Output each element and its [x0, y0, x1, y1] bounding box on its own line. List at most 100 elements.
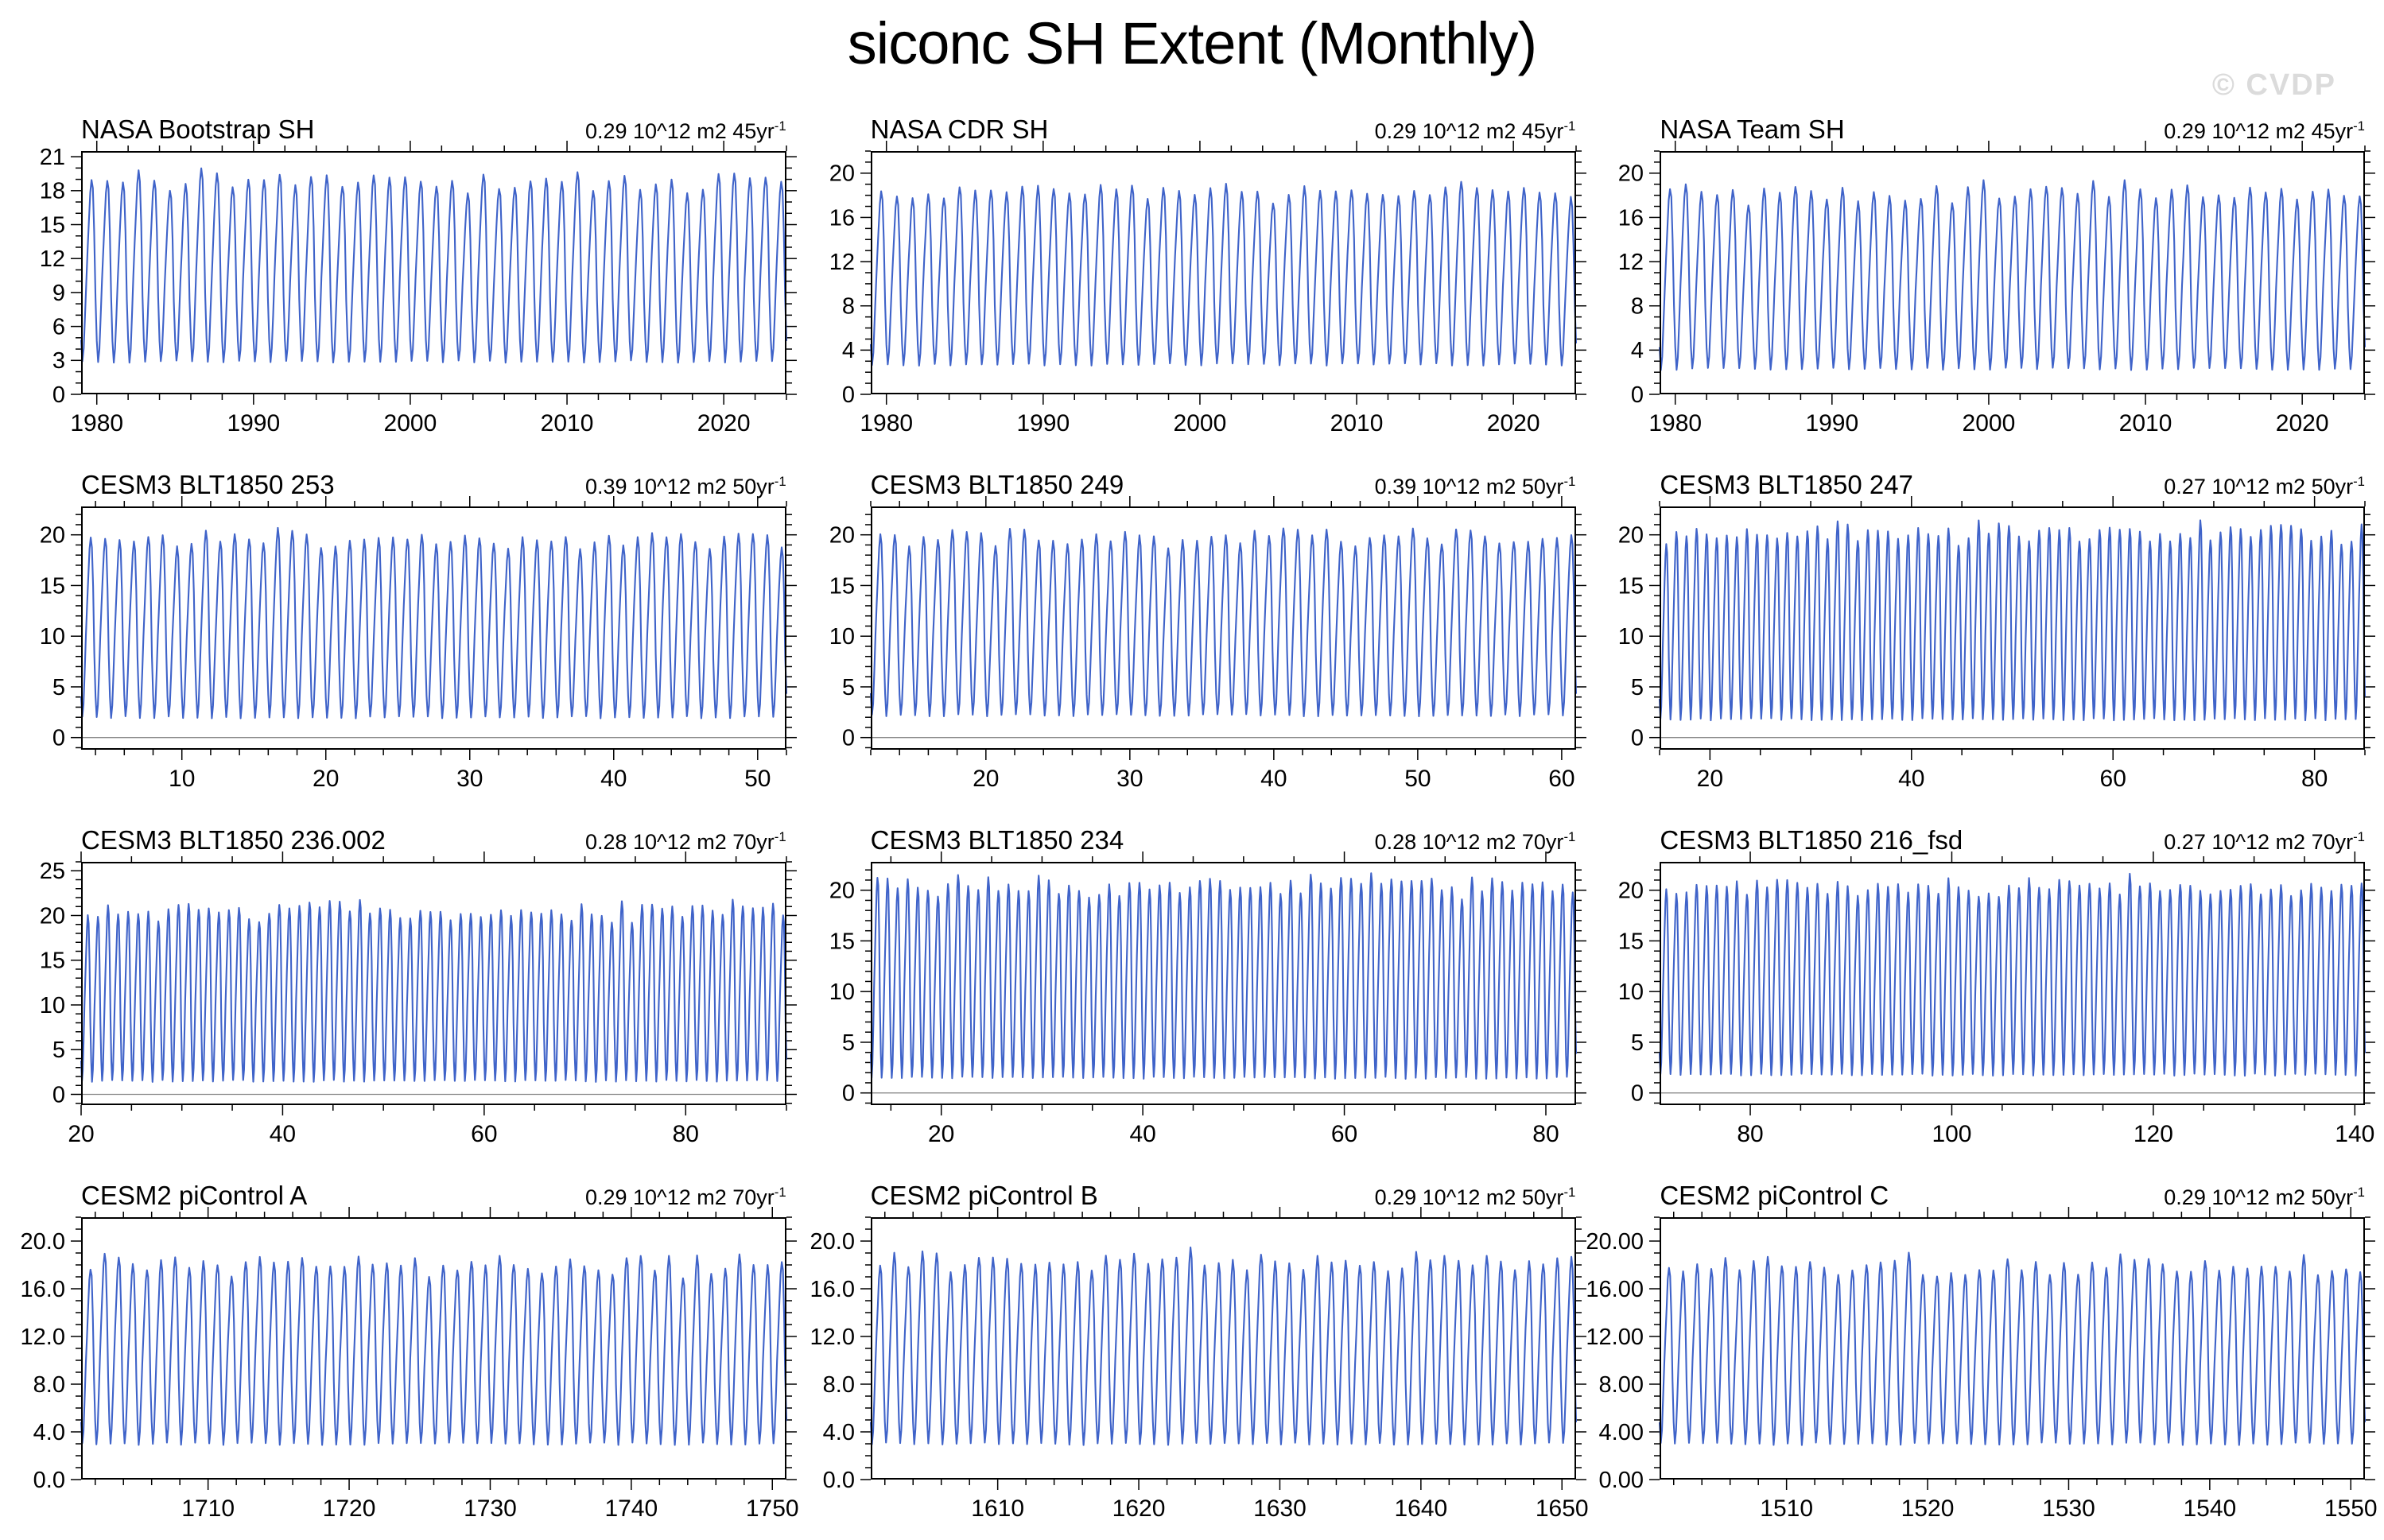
x-tick-label: 60: [1331, 1121, 1357, 1147]
y-tick-label: 4: [842, 338, 855, 363]
axis-ticks: [71, 1207, 797, 1490]
x-tick-label: 1990: [227, 410, 280, 436]
x-tick-label: 80: [1738, 1121, 1764, 1147]
y-tick-label: 20.0: [21, 1229, 65, 1255]
y-tick-label: 5: [1631, 1030, 1644, 1056]
x-tick-label: 1730: [464, 1495, 517, 1522]
trend-exponent: -1: [1563, 829, 1576, 844]
series-line: [1659, 179, 2367, 371]
plot-frame: [1660, 862, 2366, 1105]
x-tick-label: 1710: [181, 1495, 235, 1522]
plot-area: 1980 1990 2000 2010 2020 0 3 6 9 12 15 18 21: [40, 141, 797, 436]
x-tick-label: 1980: [70, 410, 123, 436]
x-tick-label: 2010: [541, 410, 594, 436]
x-tick-label: 2020: [1486, 410, 1540, 436]
y-tick-label: 15: [40, 212, 65, 238]
plot-frame: [870, 506, 1576, 750]
axis-ticks: [71, 496, 797, 760]
trend-exponent: -1: [774, 474, 786, 489]
panel-cesm3-blt1850-216-fsd: CESM3 BLT1850 216_fsd 0.27 10^12 m2 70yr…: [1586, 819, 2376, 1174]
y-tick-label: 10: [1618, 979, 1644, 1005]
y-tick-label: 0: [52, 1082, 65, 1107]
y-tick-label: 16.00: [1586, 1277, 1644, 1302]
plot-area: 20 40 60 80 0 5 10 15 20 25: [40, 851, 797, 1147]
y-tick-label: 15: [40, 573, 65, 599]
x-tick-label: 40: [270, 1121, 296, 1147]
y-tick-label: 5: [842, 675, 855, 700]
y-tick-label: 15: [1618, 929, 1644, 954]
trend-value: 0.39 10^12 m2 50yr: [584, 475, 775, 498]
panel-title: CESM3 BLT1850 236.002: [81, 825, 386, 855]
x-tick-label: 2000: [1173, 410, 1226, 436]
y-tick-label: 10: [829, 979, 854, 1005]
y-tick-label: 0: [1631, 382, 1644, 408]
panel-title: CESM3 BLT1850 247: [1660, 470, 1913, 499]
axis-ticks: [1649, 496, 2376, 760]
axis-ticks: [1649, 141, 2376, 405]
x-tick-label: 1540: [2184, 1495, 2237, 1522]
axis-ticks: [860, 496, 1586, 760]
panel-nasa-bootstrap-sh: NASA Bootstrap SH 0.29 10^12 m2 45yr-1 1…: [8, 108, 798, 464]
panel-title: CESM3 BLT1850 216_fsd: [1660, 825, 1963, 855]
panel-title: CESM3 BLT1850 249: [870, 470, 1124, 499]
axis-ticks: [1649, 851, 2376, 1115]
x-tick-label: 1520: [1901, 1495, 1955, 1522]
panel-header: CESM2 piControl A 0.29 10^12 m2 70yr-1: [81, 1174, 786, 1210]
y-tick-label: 20: [829, 879, 854, 904]
trend-value: 0.29 10^12 m2 45yr: [1374, 119, 1564, 143]
panel-title: CESM2 piControl A: [81, 1181, 308, 1210]
y-tick-label: 4: [1631, 338, 1644, 363]
x-tick-label: 120: [2134, 1121, 2173, 1147]
trend-exponent: -1: [2353, 474, 2365, 489]
y-tick-label: 20: [1618, 161, 1644, 187]
plot-frame: [81, 1217, 786, 1480]
axis-ticks: [71, 141, 797, 405]
panel-cesm2-picontrol-c: CESM2 piControl C 0.29 10^12 m2 50yr-1 1…: [1586, 1174, 2378, 1530]
plot-canvas: 1510 1520 1530 1540 1550 0.00 4.00 8.00 12.00 16.…: [1586, 1207, 2378, 1522]
plot-area: 1610 1620 1630 1640 1650 0.0 4.0 8.0 12.0 16.0 20.…: [810, 1207, 1588, 1522]
y-tick-label: 5: [52, 675, 65, 700]
trend-annotation: 0.39 10^12 m2 50yr-1: [1375, 474, 1576, 499]
y-tick-label: 20.00: [1586, 1229, 1644, 1255]
panel-title: CESM2 piControl B: [870, 1181, 1098, 1210]
x-tick-label: 1530: [2042, 1495, 2095, 1522]
trend-annotation: 0.28 10^12 m2 70yr-1: [1375, 829, 1576, 855]
x-tick-label: 20: [973, 766, 999, 792]
panel-title: NASA Team SH: [1660, 114, 1845, 144]
panel-cesm3-blt1850-234: CESM3 BLT1850 234 0.28 10^12 m2 70yr-1 2…: [798, 819, 1587, 1174]
trend-exponent: -1: [1563, 474, 1576, 489]
trend-exponent: -1: [774, 829, 786, 844]
trend-exponent: -1: [2353, 1185, 2365, 1200]
x-tick-label: 1980: [1649, 410, 1703, 436]
x-tick-label: 30: [456, 766, 483, 792]
y-tick-label: 10: [1618, 624, 1644, 650]
plot-canvas: 10 20 30 40 50 0 5 10 15 20: [40, 496, 797, 792]
y-tick-label: 8.0: [822, 1372, 854, 1398]
x-tick-label: 40: [1129, 1121, 1155, 1147]
y-tick-label: 15: [1618, 573, 1644, 599]
panel-header: NASA CDR SH 0.29 10^12 m2 45yr-1: [871, 108, 1576, 144]
axis-ticks: [1649, 1207, 2376, 1490]
x-tick-label: 140: [2335, 1121, 2375, 1147]
x-tick-label: 1980: [860, 410, 913, 436]
series-line: [1659, 519, 2367, 722]
y-tick-label: 15: [40, 948, 65, 974]
trend-value: 0.39 10^12 m2 50yr: [1374, 475, 1564, 498]
trend-exponent: -1: [1563, 1185, 1576, 1200]
y-tick-label: 16: [1618, 205, 1644, 231]
trend-exponent: -1: [774, 118, 786, 134]
y-tick-label: 16: [829, 205, 854, 231]
y-tick-label: 16.0: [810, 1277, 854, 1302]
panel-nasa-cdr-sh: NASA CDR SH 0.29 10^12 m2 45yr-1 1980 199…: [798, 108, 1587, 464]
x-tick-label: 40: [600, 766, 627, 792]
y-tick-label: 12: [829, 250, 854, 275]
plot-canvas: 20 40 60 80 0 5 10 15 20 25: [40, 851, 797, 1147]
y-tick-label: 6: [52, 314, 65, 339]
panel-title: CESM3 BLT1850 253: [81, 470, 335, 499]
y-tick-label: 5: [1631, 675, 1644, 700]
y-tick-label: 10: [40, 993, 65, 1018]
series-line: [80, 898, 788, 1083]
x-tick-label: 2020: [2276, 410, 2329, 436]
x-tick-label: 1750: [746, 1495, 799, 1522]
panel-cesm3-blt1850-236-002: CESM3 BLT1850 236.002 0.28 10^12 m2 70yr…: [8, 819, 798, 1174]
